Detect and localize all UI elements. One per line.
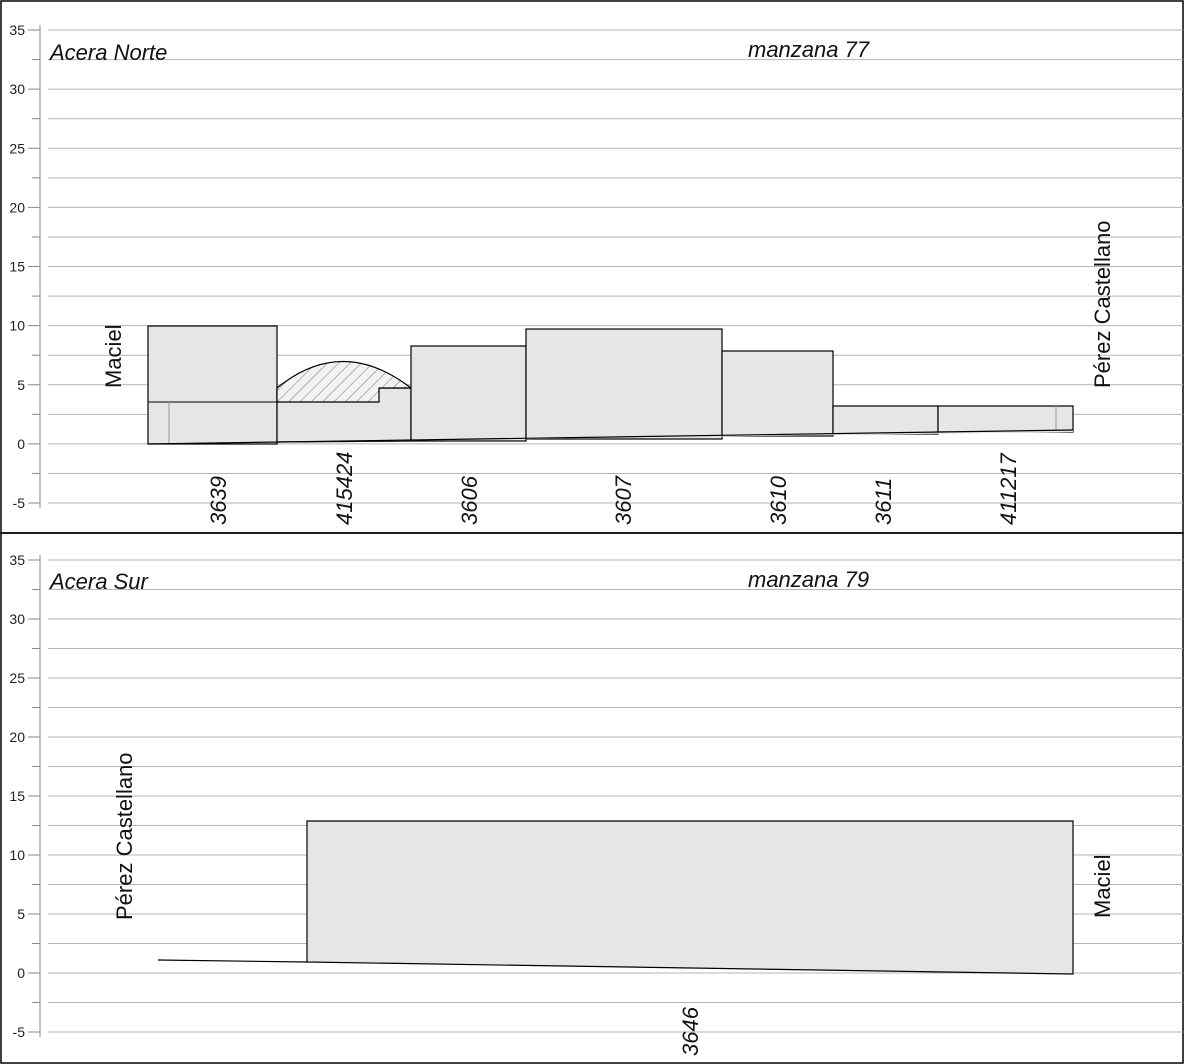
side-title: Acera Norte: [48, 40, 167, 65]
grid: 35 30 25 20 15 10 5 0 -5: [9, 552, 1183, 1040]
y-tick-label: -5: [13, 1024, 26, 1040]
building-3606: [410, 345, 527, 442]
y-tick-label: 30: [9, 611, 25, 627]
panel-frame: [0, 532, 1184, 1064]
y-tick-label: 25: [9, 670, 25, 686]
y-tick-label: 30: [9, 81, 25, 97]
y-tick-label: 5: [17, 377, 25, 393]
y-tick-label: 10: [9, 847, 25, 863]
lot-label: 411217: [996, 452, 1021, 525]
y-tick-label: 0: [17, 436, 25, 452]
building-411217: [937, 405, 1074, 433]
street-label-left: Maciel: [101, 324, 126, 388]
lot-label: 3610: [766, 475, 791, 525]
building-3610: [721, 350, 834, 437]
y-tick-label: 15: [9, 259, 25, 275]
lot-label: 3606: [457, 475, 482, 525]
ground-line: [147, 429, 1074, 445]
building-3611: [832, 405, 939, 435]
y-tick-label: 10: [9, 318, 25, 334]
y-tick-label: 35: [9, 552, 25, 568]
building-3607: [525, 328, 723, 440]
street-label-right: Maciel: [1090, 854, 1115, 918]
y-tick-label: 20: [9, 729, 25, 745]
side-title: Acera Sur: [48, 569, 149, 594]
y-tick-label: -5: [13, 495, 26, 511]
y-tick-label: 35: [9, 22, 25, 38]
facade-line: [277, 387, 411, 403]
lot-label: 3607: [611, 475, 636, 525]
y-tick-label: 15: [9, 788, 25, 804]
lot-label: 415424: [332, 452, 357, 525]
lot-label: 3611: [871, 478, 896, 525]
building-3646: [306, 820, 1074, 975]
street-label-left: Pérez Castellano: [112, 752, 137, 920]
ground-line: [157, 959, 308, 963]
street-label-right: Pérez Castellano: [1090, 220, 1115, 388]
block-title: manzana 79: [748, 567, 869, 592]
y-tick-label: 25: [9, 140, 25, 156]
grid: 35 30 25 20 15 10 5 0 -5: [9, 22, 1183, 511]
y-tick-label: 20: [9, 199, 25, 215]
lot-label: 3639: [206, 476, 231, 525]
y-tick-label: 0: [17, 965, 25, 981]
y-tick-label: 5: [17, 906, 25, 922]
block-title: manzana 77: [748, 37, 870, 62]
lot-label: 3646: [678, 1006, 703, 1056]
panel-acera-sur: 35 30 25 20 15 10 5 0 -5 Acera Sur manzana 79 Pé…: [0, 532, 1184, 1064]
building-3639: [147, 325, 278, 445]
